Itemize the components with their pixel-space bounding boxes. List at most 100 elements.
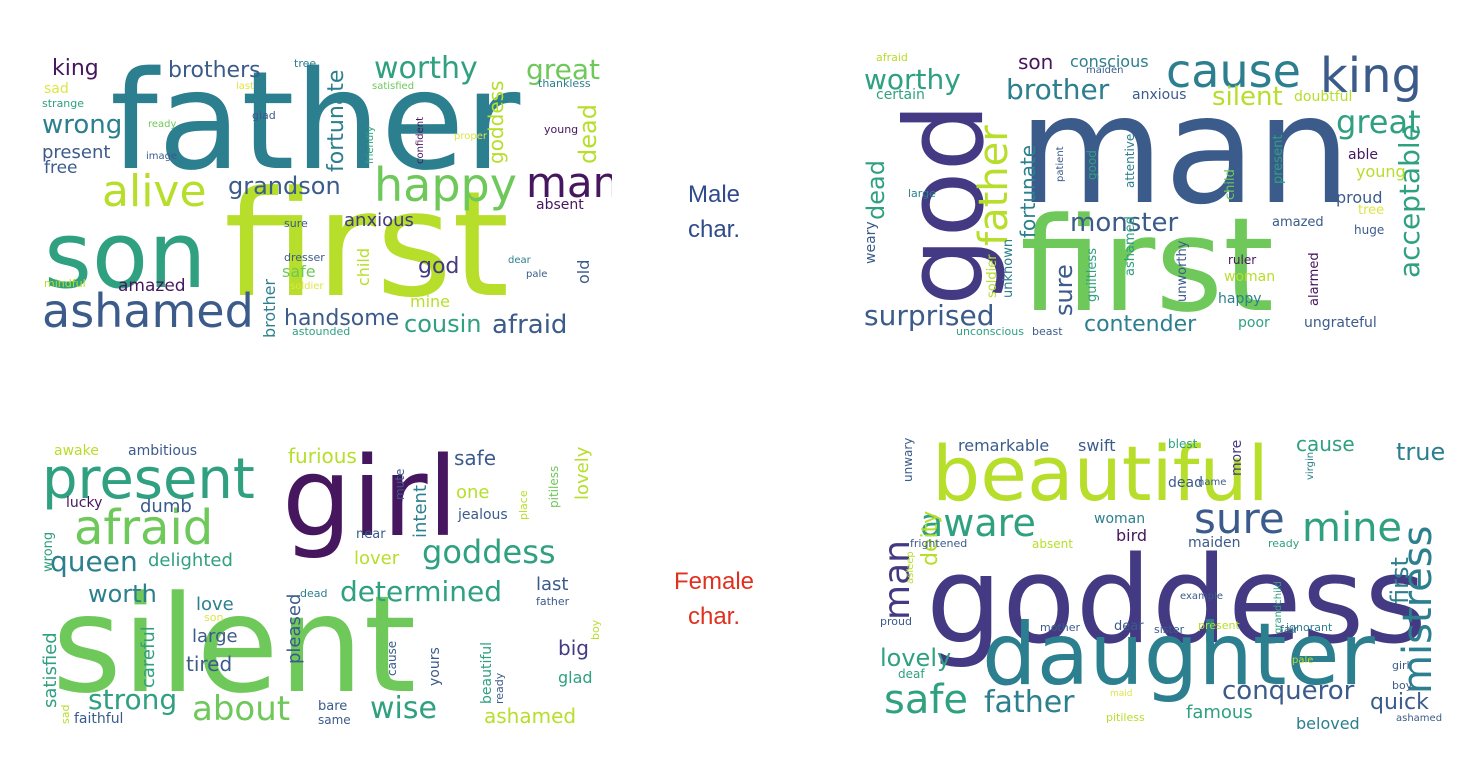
word: grandchild (1273, 580, 1284, 634)
word: sure (1050, 264, 1078, 316)
word: surprised (864, 299, 995, 332)
word: faithful (74, 711, 124, 727)
word: ashamed (1396, 713, 1443, 724)
word: patient (1055, 146, 1066, 182)
word: boy (1392, 679, 1413, 692)
word: unconscious (956, 325, 1024, 338)
word: proud (880, 615, 912, 628)
word: sad (44, 81, 69, 97)
word: weary (863, 221, 879, 264)
word: afraid (492, 310, 568, 340)
word: large (908, 187, 936, 200)
word: conscious (1070, 52, 1149, 71)
word: maiden (1188, 535, 1241, 551)
female-label-line1: Female (673, 568, 755, 595)
word: old (574, 259, 593, 284)
word: intent (410, 484, 431, 538)
word: handsome (284, 306, 400, 331)
word: pleased (284, 593, 305, 664)
male-label-line1: Male (687, 181, 741, 208)
word: more (1229, 439, 1245, 476)
word: first (224, 160, 510, 330)
word: lucky (66, 495, 103, 511)
word: mute (393, 468, 407, 500)
wordcloud-male-right: man first god king cause father worthy b… (860, 44, 1434, 344)
word: beautiful (479, 641, 495, 704)
word: absent (536, 197, 584, 213)
word: cause (1296, 434, 1355, 456)
word: safe (454, 446, 497, 470)
word: ashamed (1123, 216, 1138, 276)
word: image (146, 151, 178, 162)
word: queen (50, 545, 138, 578)
word: anxious (1132, 87, 1187, 103)
word: proper (454, 131, 487, 142)
word: ignorant (1286, 621, 1333, 634)
word: silent (1212, 82, 1283, 112)
word: pitiless (1106, 711, 1145, 724)
word: safe (884, 677, 969, 723)
word: one (456, 482, 490, 503)
word: ready (148, 119, 177, 130)
word: free (44, 158, 78, 178)
word: tree (294, 57, 317, 70)
word: king (1320, 48, 1423, 104)
word: worth (88, 580, 157, 608)
word: lovely (880, 644, 952, 672)
word: confident (415, 116, 426, 164)
word: amazed (1272, 215, 1324, 230)
word: afraid (876, 51, 908, 64)
wordcloud-female-left: silent girl present afraid queen goddess… (38, 440, 612, 736)
word: woman (1224, 269, 1276, 285)
word: son (204, 611, 224, 624)
word: cause (1166, 44, 1301, 98)
word: silent (52, 567, 417, 723)
word: amazed (118, 276, 186, 296)
word: dead (574, 104, 602, 164)
word: father (984, 685, 1075, 720)
male-characters-label: Male char. (654, 178, 774, 248)
word: son (1018, 50, 1054, 74)
word: last (536, 574, 569, 595)
word: fair (1280, 623, 1299, 636)
word: swift (1078, 436, 1116, 455)
word: poor (1238, 315, 1270, 331)
word: daughter (982, 605, 1375, 705)
word: deaf (898, 667, 925, 681)
word: wise (370, 691, 437, 726)
word: fortunate (324, 69, 349, 172)
word: alive (102, 166, 207, 217)
word: same (318, 713, 351, 727)
word: guiltless (1085, 248, 1100, 302)
word: sad (59, 704, 72, 724)
word: glad (252, 109, 276, 122)
word: remarkable (958, 436, 1050, 455)
word: friendly (365, 126, 376, 164)
word: asleep (905, 551, 916, 584)
word: glad (558, 668, 593, 687)
word: place (517, 490, 530, 520)
word: doubtful (1294, 89, 1353, 105)
word: monster (1070, 208, 1179, 238)
word: proud (1336, 188, 1383, 207)
word: father (971, 125, 1017, 246)
word: ready (493, 672, 506, 704)
word: bird (1116, 526, 1148, 545)
word: child (354, 248, 373, 286)
word: pale (1292, 655, 1314, 666)
word: strong (88, 683, 178, 716)
word: king (52, 56, 99, 81)
word: certain (876, 87, 925, 103)
word: man (526, 158, 612, 207)
word: wrong (42, 110, 123, 140)
word: acceptable (1393, 124, 1426, 278)
word: ungrateful (1304, 315, 1377, 331)
word: lover (354, 548, 400, 569)
word: ready (1268, 537, 1300, 550)
wordcloud-female-right: goddess daughter beautiful aware sure mi… (876, 434, 1450, 734)
word: attentive (1123, 133, 1137, 188)
word: name (1198, 477, 1227, 488)
word: tree (1358, 203, 1385, 218)
word: last (236, 81, 255, 92)
word: aware (920, 501, 1036, 545)
